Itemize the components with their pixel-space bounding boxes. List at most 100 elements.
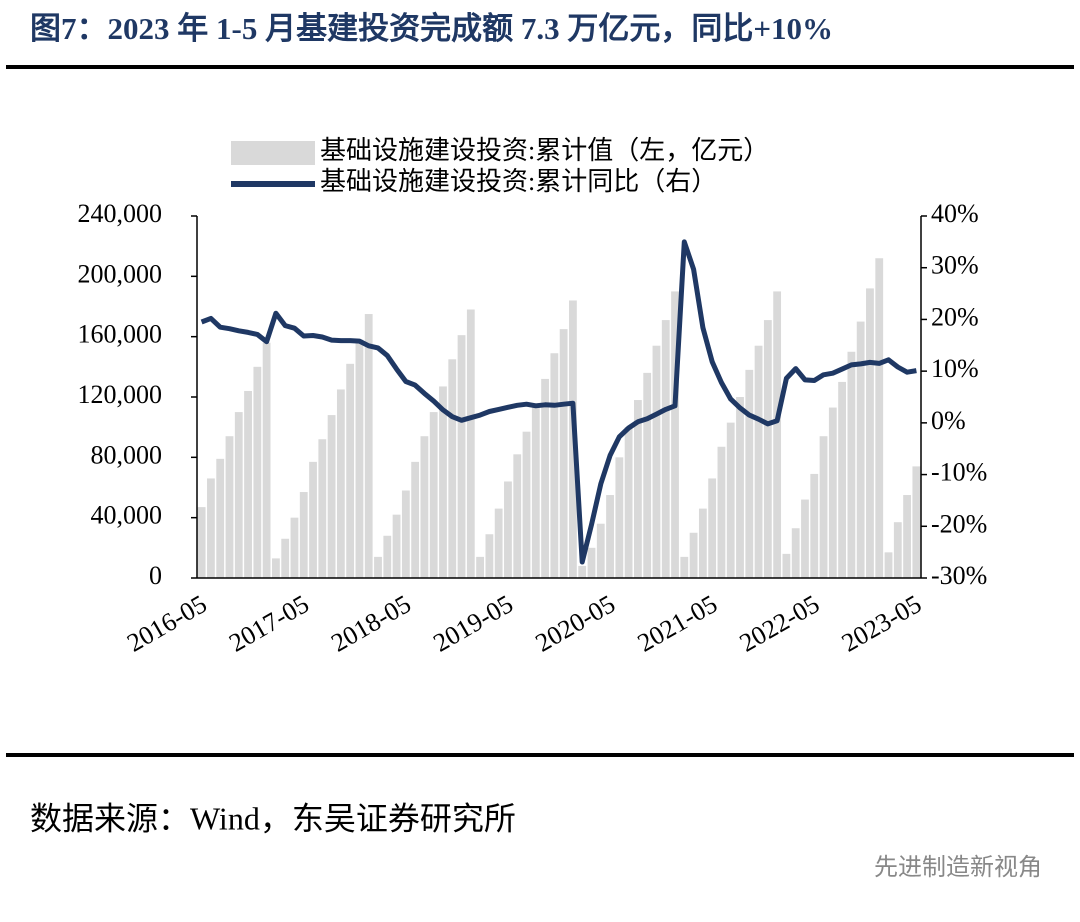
x-tick-label: 2020-05 [530, 589, 620, 657]
bar [689, 532, 698, 578]
bar [838, 381, 847, 578]
bar [624, 427, 633, 578]
bar [448, 359, 457, 578]
bar [392, 514, 401, 578]
bar [364, 314, 373, 578]
bar [420, 436, 429, 578]
bar [912, 466, 921, 578]
y2-tick-label: 20% [931, 302, 979, 331]
watermark: 先进制造新视角 [874, 853, 1042, 881]
bar [856, 321, 865, 578]
bar [253, 366, 262, 578]
bar [782, 553, 791, 578]
x-tick-label: 2017-05 [224, 589, 314, 657]
bar [847, 351, 856, 578]
legend-label: 基础设施建设投资:累计值（左，亿元） [320, 136, 769, 165]
bar [773, 291, 782, 578]
bar [903, 495, 911, 578]
y-tick-label: 40,000 [91, 501, 163, 530]
bar [485, 534, 494, 578]
y2-tick-label: -30% [931, 561, 987, 590]
bar [476, 556, 485, 578]
bar [763, 320, 772, 578]
bar [754, 345, 763, 578]
bar [596, 523, 605, 578]
bar [374, 556, 382, 578]
y2-tick-label: 40% [931, 199, 979, 228]
bar [318, 439, 327, 578]
bar [726, 422, 735, 578]
bar [745, 369, 754, 578]
bar [652, 345, 661, 578]
bar [504, 481, 512, 578]
bar [522, 431, 531, 578]
bar [216, 458, 225, 578]
x-tick-label: 2023-05 [837, 589, 927, 657]
title: 图7：2023 年 1-5 月基建投资完成额 7.3 万亿元，同比+10% [30, 11, 833, 46]
bar [680, 556, 689, 578]
bar [457, 335, 466, 578]
y2-tick-label: 0% [931, 406, 966, 435]
bar [875, 258, 884, 578]
y-tick-label: 120,000 [78, 380, 163, 409]
bar [866, 288, 874, 578]
bar [615, 457, 624, 578]
bar [207, 478, 215, 578]
bar [262, 342, 271, 578]
bar [810, 473, 819, 578]
bar [281, 538, 290, 578]
bar [736, 397, 744, 578]
bar [893, 522, 902, 578]
bar [355, 339, 364, 578]
bar [429, 412, 438, 578]
bar [550, 353, 559, 578]
y2-tick-label: 10% [931, 354, 979, 383]
legend-swatch [231, 141, 315, 165]
bar [336, 389, 345, 578]
footer-rule [6, 753, 1074, 757]
source: 数据来源：Wind，东吴证券研究所 [30, 800, 516, 836]
bar [587, 547, 596, 578]
bar [801, 499, 809, 578]
bar [513, 454, 522, 578]
bar [271, 558, 280, 578]
y-tick-label: 80,000 [91, 440, 163, 469]
bar [884, 552, 893, 578]
bar [661, 320, 670, 578]
bar [411, 461, 420, 578]
line [200, 239, 917, 565]
x-tick-label: 2022-05 [735, 589, 825, 657]
y2-tick-label: 30% [931, 251, 979, 280]
bar [234, 412, 243, 578]
bar [643, 372, 652, 578]
y-tick-label: 200,000 [78, 259, 163, 288]
bar [383, 535, 392, 578]
bar [559, 329, 568, 578]
bar [299, 492, 308, 578]
bar [494, 508, 503, 578]
bar [671, 291, 679, 578]
bar [439, 386, 447, 578]
bar [290, 517, 299, 578]
bar [346, 363, 355, 578]
bar [531, 404, 540, 578]
bar [717, 446, 726, 578]
bar [578, 565, 587, 578]
bar [791, 528, 800, 578]
y-tick-label: 160,000 [78, 320, 163, 349]
bar [225, 436, 234, 578]
y-tick-label: 240,000 [78, 199, 163, 228]
bar [828, 407, 837, 578]
y2-tick-label: -10% [931, 458, 987, 487]
legend-label: 基础设施建设投资:累计同比（右） [320, 167, 717, 196]
bar [244, 390, 252, 578]
plot: 0 40,000 80,000 120,000 160,000 200,000 240,00… [78, 136, 988, 658]
x-tick-label: 2021-05 [633, 589, 723, 657]
bar [633, 400, 642, 578]
bar [327, 415, 336, 578]
bar [541, 378, 549, 578]
x-tick-label: 2019-05 [428, 589, 518, 657]
bar [698, 508, 707, 578]
bar [466, 309, 475, 578]
